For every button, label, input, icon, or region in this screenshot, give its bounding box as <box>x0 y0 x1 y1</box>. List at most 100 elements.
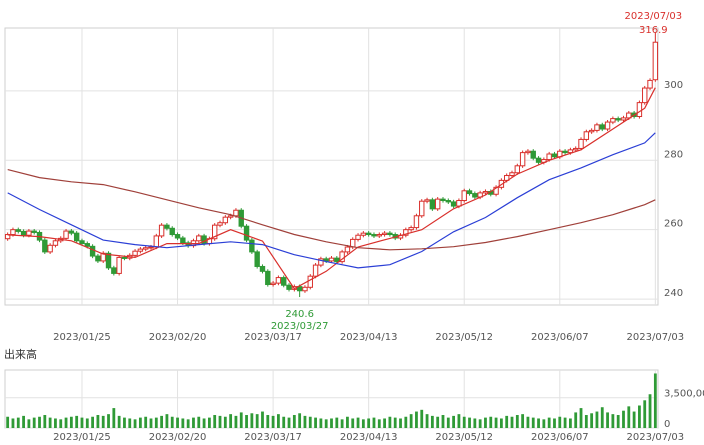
x-tick-label: 2023/01/25 <box>53 432 111 443</box>
volume-bar <box>186 419 190 428</box>
candle-body <box>233 209 239 217</box>
volume-bar <box>27 419 31 428</box>
volume-bar <box>250 413 254 428</box>
candle-body <box>15 229 21 232</box>
candle-body <box>440 198 446 202</box>
x-tick-label: 2023/02/20 <box>149 332 207 343</box>
x-tick-label: 2023/07/03 <box>627 332 685 343</box>
candle-body <box>472 193 478 198</box>
volume-bar <box>303 415 307 428</box>
candle-body <box>42 239 48 253</box>
candle-body <box>408 227 414 231</box>
volume-bar <box>441 415 445 428</box>
volume-bar <box>128 418 132 428</box>
candle-body <box>482 190 489 194</box>
candle-body <box>286 284 292 290</box>
candle-body <box>429 199 436 210</box>
volume-bar <box>85 418 89 428</box>
candle-body <box>153 235 160 248</box>
volume-bar <box>489 416 493 428</box>
candle-body <box>26 230 32 236</box>
candle-body <box>63 230 69 239</box>
volume-bar <box>197 416 201 428</box>
volume-bar <box>255 414 259 428</box>
volume-bar <box>484 417 487 428</box>
candle-body <box>514 165 521 174</box>
high-value: 316.9 <box>639 25 668 36</box>
volume-bar <box>154 417 158 428</box>
volume-bar <box>277 414 280 428</box>
volume-bar <box>473 418 477 428</box>
volume-bar <box>6 416 10 428</box>
candle-body <box>573 147 579 151</box>
volume-bar <box>149 418 153 428</box>
candle-body <box>466 190 473 195</box>
volume-bar <box>399 418 402 428</box>
candle-body <box>636 102 643 118</box>
volume-bar <box>192 417 195 428</box>
volume-bar <box>330 418 333 428</box>
candle-body <box>312 264 319 277</box>
candle-body <box>270 282 276 286</box>
volume-bar <box>64 417 68 428</box>
volume-bar <box>632 411 636 428</box>
x-tick-label: 2023/05/12 <box>435 432 493 443</box>
volume-bar <box>436 416 440 428</box>
volume-bar <box>170 416 174 428</box>
candle-body <box>604 121 611 130</box>
volume-bar <box>22 415 25 428</box>
candle-body <box>371 234 377 237</box>
volume-bar <box>616 415 620 428</box>
candle-body <box>100 252 106 262</box>
candle-body <box>328 257 335 262</box>
low-value: 240.6 <box>285 309 314 320</box>
candle-body <box>79 240 85 245</box>
volume-bar <box>80 417 84 428</box>
volume-bar <box>537 418 540 428</box>
volume-bar <box>75 415 79 428</box>
candle-body <box>445 200 451 203</box>
volume-bar <box>425 414 429 428</box>
volume-bar <box>32 417 36 428</box>
volume-bar <box>218 415 222 428</box>
candle-body <box>360 232 367 236</box>
candle-body <box>493 186 499 195</box>
volume-bar <box>138 417 142 428</box>
candle-body <box>588 129 595 133</box>
volume-bar <box>160 415 164 428</box>
volume-bar <box>584 415 588 428</box>
candle-body <box>222 216 229 224</box>
volume-bar <box>176 417 179 428</box>
volume-bar <box>101 415 105 428</box>
candle-body <box>227 215 234 218</box>
volume-bar <box>569 418 572 428</box>
volume-bar <box>515 415 519 428</box>
candle-body <box>307 275 313 288</box>
volume-bar <box>521 414 525 428</box>
candle-body <box>647 79 653 89</box>
candle-body <box>281 277 287 286</box>
volume-bar <box>542 419 546 428</box>
volume-bar <box>107 414 110 428</box>
candle-body <box>610 118 616 123</box>
moving-average <box>7 132 656 269</box>
volume-bar <box>308 416 312 428</box>
volume-bar <box>553 418 556 428</box>
volume-bar <box>547 417 551 428</box>
candle-body <box>413 215 420 229</box>
candle-body <box>249 239 255 253</box>
volume-bar <box>16 417 20 428</box>
volume-bar <box>388 416 392 428</box>
volume-bar <box>133 419 137 428</box>
candle-body <box>217 222 223 226</box>
high-date: 2023/07/03 <box>625 11 683 22</box>
volume-bar <box>91 416 94 428</box>
candle-body <box>10 229 16 236</box>
volume-bar <box>638 405 641 428</box>
volume-bar <box>346 416 349 428</box>
candle-body <box>318 258 324 266</box>
x-tick-label: 2023/04/13 <box>340 332 398 343</box>
volume-bar <box>202 418 206 428</box>
volume-bar <box>292 415 296 428</box>
